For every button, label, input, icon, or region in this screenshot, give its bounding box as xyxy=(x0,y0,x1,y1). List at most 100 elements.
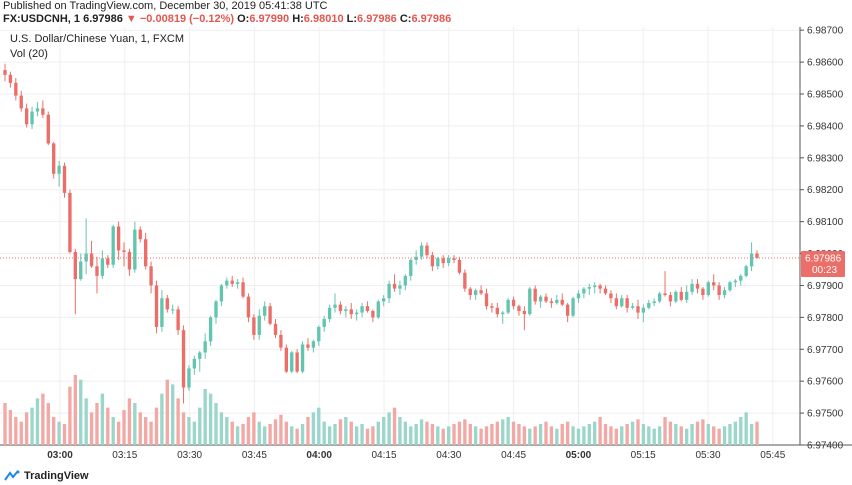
volume-bar xyxy=(165,379,169,445)
volume-bar xyxy=(403,421,408,445)
candle-body xyxy=(349,309,353,315)
volume-legend: Vol (20) xyxy=(10,48,48,60)
price-chart[interactable]: 6.98700 6.98600 6.98500 6.98400 6.98300 6.982… xyxy=(0,0,852,467)
volume-bar xyxy=(127,398,132,445)
candle-body xyxy=(630,306,635,308)
volume-bar xyxy=(100,393,105,445)
volume-bar xyxy=(555,428,559,445)
volume-bar xyxy=(446,426,451,445)
candle-body xyxy=(522,310,527,315)
candle-body xyxy=(106,258,110,265)
candle-body xyxy=(409,259,413,276)
volume-bar xyxy=(409,426,413,445)
time-tick-label: 03:00 xyxy=(47,450,73,461)
candle-body xyxy=(133,229,137,270)
candle-body xyxy=(230,280,234,284)
candle-body xyxy=(154,285,159,327)
candle-body xyxy=(701,288,705,296)
volume-bar xyxy=(571,426,575,445)
price-tick-label: 6.98400 xyxy=(807,121,844,132)
volume-bar xyxy=(430,424,435,445)
candle-body xyxy=(14,82,18,96)
volume-bar xyxy=(457,421,462,445)
volume-bar xyxy=(317,407,321,445)
candle-body xyxy=(376,301,380,318)
published-caption: Published on TradingView.com, December 3… xyxy=(3,0,328,12)
candle-body xyxy=(392,283,397,289)
candle-body xyxy=(668,295,673,302)
volume-bar xyxy=(219,412,224,445)
volume-bar xyxy=(728,424,732,445)
volume-bar xyxy=(138,412,142,445)
volume-bar xyxy=(149,421,153,445)
tradingview-brand[interactable]: TradingView xyxy=(4,470,89,482)
candle-body xyxy=(430,255,435,267)
volume-bar xyxy=(73,375,78,445)
price-tick-label: 6.97500 xyxy=(807,409,844,420)
volume-bar xyxy=(528,428,532,445)
candle-body xyxy=(263,306,267,316)
volume-bar xyxy=(192,421,197,445)
candle-body xyxy=(582,288,586,294)
candle-body xyxy=(46,114,50,144)
volume-bar xyxy=(57,421,61,445)
volume-bar xyxy=(544,421,548,445)
volume-bar xyxy=(181,412,186,445)
candle-body xyxy=(641,307,646,313)
low-label: L: xyxy=(346,13,358,25)
volume-bar xyxy=(46,403,50,445)
volume-bar xyxy=(473,426,478,445)
candle-body xyxy=(739,275,743,281)
volume-bar xyxy=(306,417,310,445)
candle-body xyxy=(143,239,148,267)
candle-body xyxy=(127,251,132,270)
volume-bar xyxy=(641,424,646,445)
candle-body xyxy=(425,245,429,256)
volume-bar xyxy=(549,426,554,445)
tradingview-logo-icon xyxy=(4,470,20,481)
candle-body xyxy=(684,291,689,300)
candle-body xyxy=(338,304,343,311)
volume-bar xyxy=(344,417,348,445)
tradingview-label: TradingView xyxy=(24,470,89,482)
candle-body xyxy=(284,347,289,372)
volume-bar xyxy=(208,393,213,445)
candle-body xyxy=(571,298,575,316)
volume-bar xyxy=(652,428,656,445)
volume-bar xyxy=(603,424,608,445)
volume-bar xyxy=(371,426,375,445)
candle-body xyxy=(30,111,34,125)
volume-bar xyxy=(279,414,283,445)
candle-body xyxy=(555,299,559,304)
candle-body xyxy=(414,256,418,260)
volume-bar xyxy=(425,421,429,445)
price-tick-label: 6.97800 xyxy=(807,313,844,324)
volume-bar xyxy=(106,407,110,445)
candle-body xyxy=(327,307,332,319)
candle-body xyxy=(122,250,126,252)
change-arrow-icon: ▼ xyxy=(125,13,137,25)
candle-body xyxy=(733,280,738,283)
volume-bar xyxy=(79,379,83,445)
candle-body xyxy=(19,95,23,109)
price-tick-label: 6.97600 xyxy=(807,377,844,388)
candle-body xyxy=(57,165,61,174)
candle-body xyxy=(728,282,732,291)
candle-body xyxy=(457,259,462,273)
price-tick-label: 6.98500 xyxy=(807,90,844,101)
volume-bar xyxy=(354,426,359,445)
candle-body xyxy=(100,258,105,276)
candle-body xyxy=(89,253,94,267)
candle-body xyxy=(495,307,499,315)
candle-body xyxy=(138,229,142,240)
volume-bar xyxy=(463,419,467,445)
volume-bar xyxy=(609,426,613,445)
candle-body xyxy=(479,290,483,294)
price-tick-label: 6.98300 xyxy=(807,153,844,164)
volume-bar xyxy=(392,407,397,445)
volume-bar xyxy=(593,421,597,445)
volume-bar xyxy=(755,421,759,445)
candle-body xyxy=(149,266,153,286)
volume-bar xyxy=(35,398,40,445)
candle-body xyxy=(52,143,56,174)
